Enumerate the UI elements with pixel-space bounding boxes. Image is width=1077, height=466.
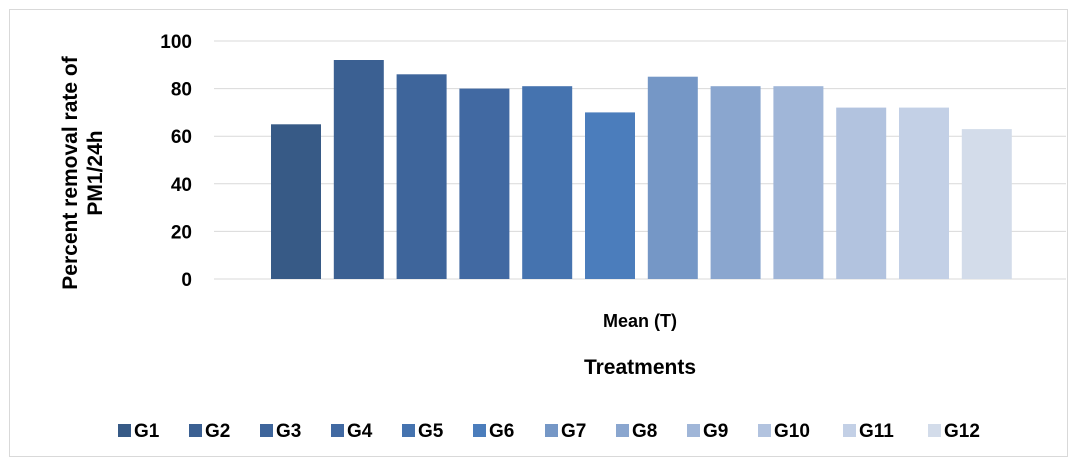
y-tick-label-100: 100 (160, 32, 192, 53)
legend-label-g8: G8 (632, 421, 657, 442)
bar-g9 (773, 86, 824, 279)
legend-label-g1: G1 (134, 421, 160, 442)
bar-g6 (585, 112, 635, 280)
legend-label-g6: G6 (489, 421, 514, 442)
bar-g12 (961, 129, 1012, 279)
legend-label-g7: G7 (561, 421, 586, 442)
bar-g1 (271, 124, 321, 279)
legend-label-g12: G12 (944, 421, 980, 442)
legend-label-g10: G10 (774, 421, 810, 442)
legend-label-g11: G11 (859, 421, 894, 442)
legend-swatch-g6 (473, 424, 486, 437)
y-tick-label-60: 60 (171, 127, 192, 148)
legend-swatch-g9 (687, 424, 700, 437)
legend-label-g3: G3 (276, 421, 301, 442)
y-axis-ticks: 0 20 40 60 80 100 (160, 32, 192, 291)
y-tick-label-40: 40 (171, 175, 192, 196)
legend-swatch-g11 (843, 424, 856, 437)
legend-label-g5: G5 (418, 421, 444, 442)
legend-swatch-g3 (260, 424, 273, 437)
legend: G1 G2 G3 G4 G5 G6 G7 G8 G9 G10 G11 G12 (118, 421, 980, 442)
legend-label-g9: G9 (703, 421, 728, 442)
bar-g7 (647, 76, 698, 279)
legend-swatch-g1 (118, 424, 131, 437)
y-axis-title: Percent removal rate of PM1/24h (59, 55, 107, 289)
bars (271, 60, 1012, 280)
bar-g3 (396, 74, 447, 279)
bar-g11 (899, 107, 949, 279)
bar-g2 (333, 60, 384, 279)
legend-swatch-g8 (616, 424, 629, 437)
legend-swatch-g4 (331, 424, 344, 437)
legend-label-g2: G2 (205, 421, 230, 442)
bar-g8 (710, 86, 761, 279)
bar-g10 (836, 107, 887, 279)
legend-swatch-g2 (189, 424, 202, 437)
y-tick-label-0: 0 (181, 270, 192, 291)
x-category-label: Mean (T) (603, 311, 677, 331)
legend-swatch-g7 (545, 424, 558, 437)
bar-g4 (459, 88, 510, 279)
y-axis-title-line-1: Percent removal rate of (59, 55, 82, 289)
y-axis-title-line-2: PM1/24h (84, 130, 107, 215)
legend-swatch-g5 (402, 424, 415, 437)
y-tick-label-80: 80 (171, 80, 192, 101)
legend-swatch-g10 (758, 424, 771, 437)
legend-label-g4: G4 (347, 421, 373, 442)
y-tick-label-20: 20 (171, 222, 192, 243)
x-axis-title: Treatments (584, 356, 696, 379)
legend-swatch-g12 (928, 424, 941, 437)
bar-g5 (522, 86, 573, 279)
